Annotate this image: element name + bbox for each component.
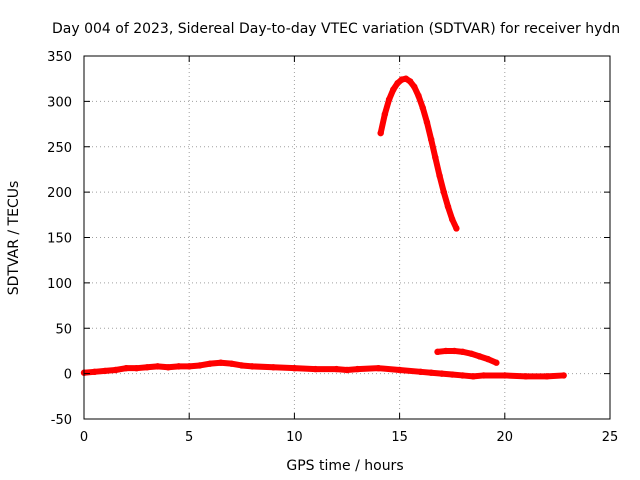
data-point	[154, 363, 161, 370]
y-tick-label: 200	[47, 186, 72, 201]
y-tick-label: 350	[47, 50, 72, 65]
data-point	[228, 360, 235, 367]
y-tick-label: 0	[64, 368, 72, 383]
data-point	[438, 370, 445, 377]
data-point	[476, 353, 483, 360]
data-point	[484, 355, 492, 363]
data-point	[238, 362, 245, 369]
data-point	[101, 367, 109, 375]
data-point	[501, 372, 508, 379]
x-tick-label: 5	[185, 430, 193, 445]
data-point	[375, 364, 382, 372]
data-point	[417, 368, 424, 376]
y-tick-label: 300	[47, 95, 72, 110]
data-point	[459, 372, 466, 379]
data-points	[80, 75, 567, 380]
data-point	[196, 362, 203, 369]
x-tick-label: 20	[497, 430, 514, 445]
data-point	[440, 188, 447, 196]
data-point	[377, 129, 384, 137]
x-axis-label: GPS time / hours	[286, 458, 403, 474]
data-point	[122, 364, 130, 372]
data-point	[112, 366, 119, 374]
data-point	[354, 365, 361, 373]
data-point	[560, 372, 567, 379]
data-point	[343, 366, 351, 374]
data-point	[396, 366, 403, 374]
data-point	[186, 363, 193, 370]
data-point	[493, 359, 500, 366]
data-point	[451, 347, 458, 355]
data-point	[390, 86, 397, 93]
data-point	[480, 372, 487, 379]
data-point	[415, 92, 422, 100]
x-tick-label: 0	[80, 430, 88, 445]
data-point	[164, 364, 172, 371]
y-tick-label: -50	[51, 413, 72, 428]
y-axis-label: SDTVAR / TECUs	[6, 181, 22, 296]
x-tick-label: 15	[391, 430, 408, 445]
y-tick-label: 50	[55, 322, 72, 337]
data-point	[419, 104, 426, 111]
data-point	[423, 119, 431, 126]
data-point	[143, 364, 151, 371]
data-point	[434, 348, 441, 356]
data-point	[543, 373, 551, 380]
grid-lines	[84, 56, 610, 419]
data-point	[312, 365, 319, 373]
data-point	[436, 172, 443, 179]
data-point	[133, 364, 140, 372]
data-point	[459, 348, 466, 356]
data-point	[394, 80, 401, 87]
y-tick-label: 150	[47, 232, 72, 247]
data-point	[442, 347, 450, 355]
data-point	[522, 373, 530, 380]
data-point	[270, 364, 277, 371]
data-point	[291, 364, 298, 372]
data-point	[217, 359, 224, 366]
data-point	[406, 78, 414, 85]
data-point	[91, 368, 98, 376]
data-point	[333, 365, 340, 373]
data-point	[385, 96, 393, 103]
data-point	[453, 225, 460, 232]
data-point	[432, 154, 439, 161]
x-tick-label: 25	[602, 430, 619, 445]
data-point	[381, 110, 389, 118]
data-point	[249, 363, 256, 370]
chart-title: Day 004 of 2023, Sidereal Day-to-day VTE…	[52, 21, 620, 37]
data-point	[467, 350, 475, 357]
data-point	[427, 369, 435, 376]
data-point	[470, 373, 477, 380]
axis-ticks: 0 5 10 15 20 25 -50 0 50 100 150 200 250 300 350	[47, 50, 618, 445]
data-point	[444, 203, 452, 210]
data-point	[411, 83, 418, 91]
data-point	[449, 371, 456, 378]
data-point	[207, 360, 214, 367]
data-point	[175, 363, 182, 370]
y-tick-label: 100	[47, 277, 72, 292]
data-point	[449, 216, 456, 223]
x-tick-label: 10	[286, 430, 303, 445]
data-point	[427, 136, 435, 143]
y-tick-label: 250	[47, 141, 72, 156]
